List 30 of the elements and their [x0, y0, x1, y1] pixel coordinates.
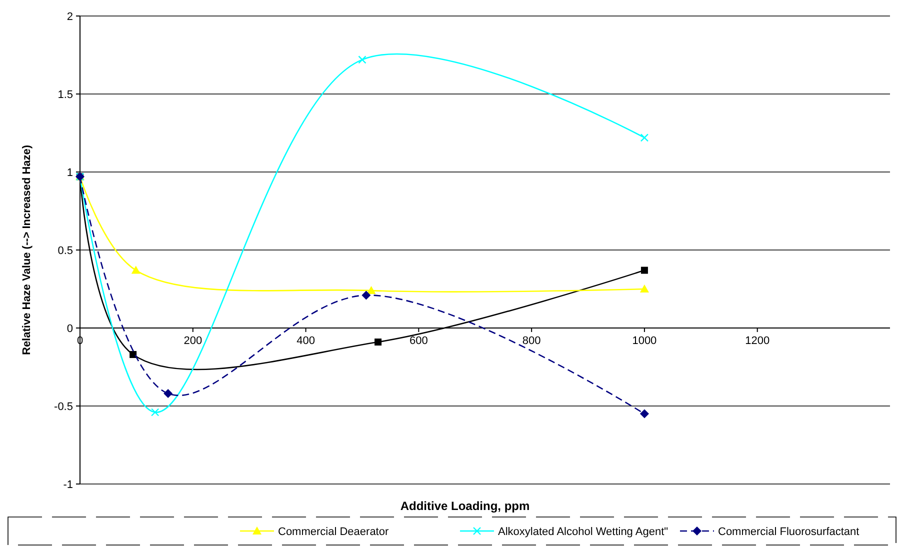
point — [640, 284, 649, 292]
y-tick-label: -1 — [63, 478, 73, 491]
x-tick-label: 400 — [296, 335, 315, 347]
point — [640, 409, 649, 418]
x-tick-label: 1200 — [745, 335, 770, 347]
point — [362, 290, 371, 300]
y-tick-label: 1 — [66, 166, 73, 179]
x-tick-label: 200 — [184, 335, 202, 347]
x-tick-label: 600 — [409, 335, 428, 347]
y-axis-title: Relative Haze Value (--> Increased Haze) — [21, 144, 33, 356]
legend-label: Commercial Deaerator — [278, 526, 389, 538]
x-tick-label: 1000 — [632, 335, 657, 347]
point — [164, 389, 173, 398]
y-tick-label: 1.5 — [58, 88, 73, 101]
y-tick-label: 2 — [66, 10, 73, 23]
point — [130, 351, 137, 358]
point — [366, 286, 376, 294]
point — [640, 134, 649, 142]
point — [640, 266, 648, 274]
y-tick-label: 0.5 — [58, 244, 73, 257]
point — [150, 408, 160, 416]
point — [131, 266, 140, 274]
legend-label: Commercial Fluorosurfactant — [718, 526, 860, 538]
x-axis-title: Additive Loading, ppm — [400, 499, 530, 513]
y-tick-label: -0.5 — [54, 400, 73, 413]
point — [358, 56, 366, 64]
x-tick-label: 800 — [522, 335, 541, 347]
legend-label: Alkoxylated Alcohol Wetting Agent" — [498, 526, 668, 538]
y-tick-label: 0 — [66, 322, 73, 335]
point — [374, 338, 382, 346]
